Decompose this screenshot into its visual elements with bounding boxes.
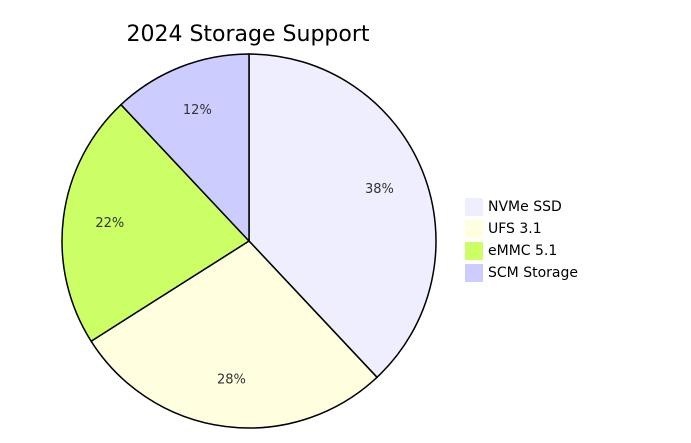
value-label: 28% (217, 373, 246, 388)
value-label: 12% (183, 103, 212, 118)
legend-swatch (465, 242, 483, 260)
legend-label: eMMC 5.1 (488, 243, 557, 259)
value-label: 22% (95, 216, 124, 231)
legend-label: NVMe SSD (488, 199, 562, 215)
pie-slice (61, 103, 251, 343)
pie-slice (90, 240, 379, 429)
legend-label: SCM Storage (488, 265, 578, 281)
legend-label: UFS 3.1 (488, 221, 542, 237)
chart-title: 2024 Storage Support (126, 22, 369, 47)
legend-swatch (465, 220, 483, 238)
pie-slice (119, 53, 250, 243)
value-label: 38% (365, 182, 394, 197)
legend-swatch (465, 264, 483, 282)
legend-swatch (465, 198, 483, 216)
pie-slice (248, 53, 437, 379)
